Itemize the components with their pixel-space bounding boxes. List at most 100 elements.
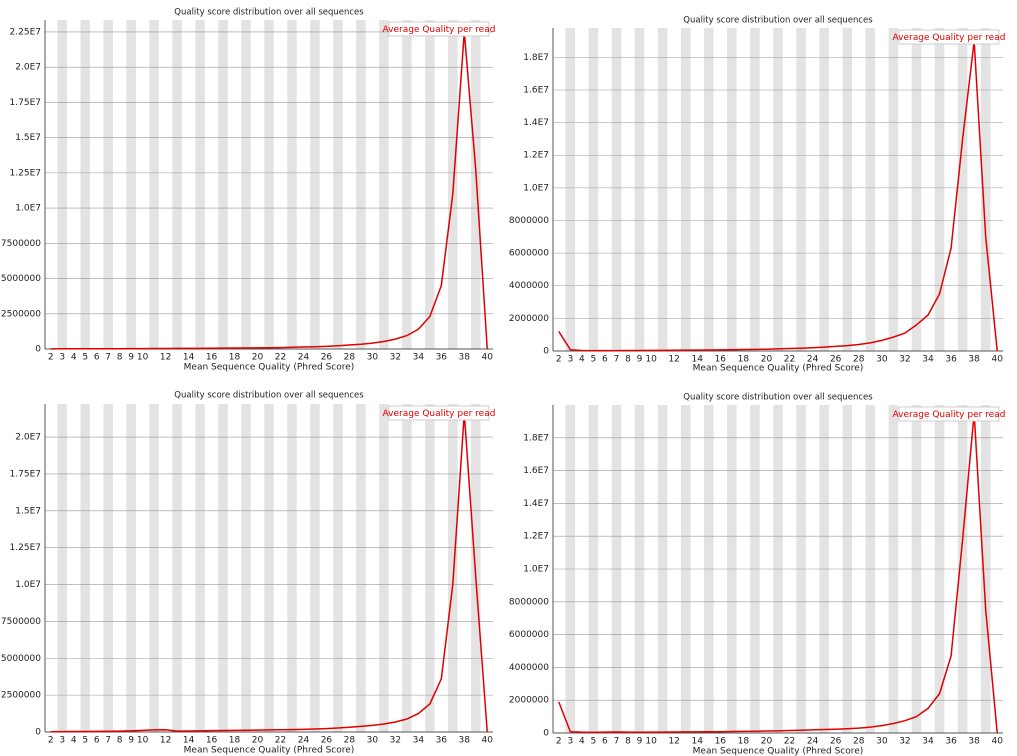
x-tick-label: 10 (645, 355, 657, 365)
x-tick-label: 30 (367, 353, 379, 363)
band (287, 20, 297, 349)
chart-title: Quality score distribution over all sequ… (174, 8, 364, 18)
x-tick-label: 12 (160, 353, 171, 363)
x-tick-label: 8 (117, 736, 123, 746)
x-tick-label: 4 (579, 355, 585, 365)
band (195, 404, 205, 732)
band (264, 404, 274, 732)
x-tick-label: 7 (105, 353, 111, 363)
band (980, 28, 991, 351)
y-tick-label: 8000000 (509, 597, 549, 607)
x-tick-label: 30 (367, 736, 379, 746)
band (425, 404, 435, 732)
x-tick-label: 28 (853, 355, 865, 365)
legend-text: Average Quality per read (383, 25, 496, 35)
x-tick-label: 26 (830, 355, 842, 365)
x-tick-label: 34 (922, 737, 934, 747)
x-tick-label: 26 (830, 737, 842, 747)
y-tick-label: 2.0E7 (15, 433, 41, 443)
x-tick-label: 38 (968, 355, 980, 365)
band (57, 20, 67, 349)
band (149, 404, 159, 732)
x-tick-label: 3 (59, 736, 65, 746)
x-tick-label: 20 (761, 737, 773, 747)
x-tick-label: 5 (591, 737, 597, 747)
band (379, 20, 389, 349)
x-tick-label: 6 (602, 355, 608, 365)
band (727, 28, 737, 351)
y-tick-label: 6000000 (509, 630, 549, 640)
y-tick-label: 0 (543, 347, 549, 357)
band (241, 20, 251, 349)
x-tick-label: 5 (82, 353, 88, 363)
band (402, 404, 412, 732)
chart-title: Quality score distribution over all sequ… (683, 393, 873, 403)
band (911, 28, 922, 351)
x-tick-label: 16 (206, 736, 218, 746)
chart-title: Quality score distribution over all sequ… (683, 16, 873, 26)
x-tick-label: 38 (968, 737, 980, 747)
y-tick-label: 1.0E7 (523, 565, 549, 575)
x-axis-label: Mean Sequence Quality (Phred Score) (184, 746, 355, 756)
x-tick-label: 12 (668, 737, 679, 747)
legend-text: Average Quality per read (383, 409, 496, 419)
y-tick-label: 1.0E7 (15, 580, 41, 590)
x-tick-label: 2 (556, 737, 562, 747)
y-tick-label: 1.75E7 (10, 98, 41, 108)
legend-text: Average Quality per read (893, 33, 1006, 43)
y-tick-label: 4000000 (509, 663, 549, 673)
x-tick-label: 16 (715, 737, 727, 747)
x-tick-label: 28 (344, 736, 356, 746)
x-tick-label: 10 (645, 737, 657, 747)
band (172, 20, 182, 349)
band (80, 20, 90, 349)
x-tick-label: 8 (117, 353, 123, 363)
x-tick-label: 22 (784, 737, 795, 747)
x-tick-label: 30 (876, 355, 888, 365)
x-tick-label: 18 (738, 355, 750, 365)
band (819, 28, 829, 351)
band (750, 28, 760, 351)
x-tick-label: 16 (715, 355, 727, 365)
x-tick-label: 40 (992, 355, 1004, 365)
x-tick-label: 40 (992, 737, 1004, 747)
x-tick-label: 7 (614, 737, 620, 747)
x-tick-label: 14 (183, 736, 195, 746)
y-tick-label: 1.6E7 (523, 85, 549, 95)
legend-box (898, 406, 1000, 422)
data-line (558, 40, 998, 352)
x-tick-label: 24 (807, 355, 819, 365)
data-line (50, 413, 489, 733)
y-tick-label: 8000000 (509, 216, 549, 226)
x-tick-label: 7 (614, 355, 620, 365)
x-tick-label: 9 (128, 736, 134, 746)
band (657, 28, 668, 351)
x-tick-label: 6 (94, 353, 100, 363)
x-tick-label: 14 (692, 737, 704, 747)
x-tick-label: 20 (252, 736, 264, 746)
legend-box (898, 29, 1000, 45)
y-tick-label: 2000000 (509, 696, 549, 706)
y-tick-label: 1.8E7 (523, 53, 549, 63)
x-axis-label: Mean Sequence Quality (Phred Score) (693, 747, 864, 756)
x-tick-label: 9 (637, 737, 643, 747)
band (888, 28, 899, 351)
band (611, 28, 622, 351)
band (218, 404, 228, 732)
x-tick-label: 38 (459, 353, 471, 363)
x-tick-label: 32 (390, 353, 401, 363)
band (333, 20, 343, 349)
band (103, 20, 113, 349)
band (57, 404, 67, 732)
x-tick-label: 40 (482, 353, 494, 363)
x-tick-label: 10 (137, 353, 149, 363)
y-tick-label: 2000000 (509, 314, 549, 324)
legend-text: Average Quality per read (893, 410, 1006, 420)
band (773, 28, 783, 351)
band (680, 28, 691, 351)
x-tick-label: 28 (344, 353, 356, 363)
x-tick-label: 38 (459, 736, 471, 746)
x-tick-label: 6 (602, 737, 608, 747)
x-tick-label: 32 (899, 355, 910, 365)
